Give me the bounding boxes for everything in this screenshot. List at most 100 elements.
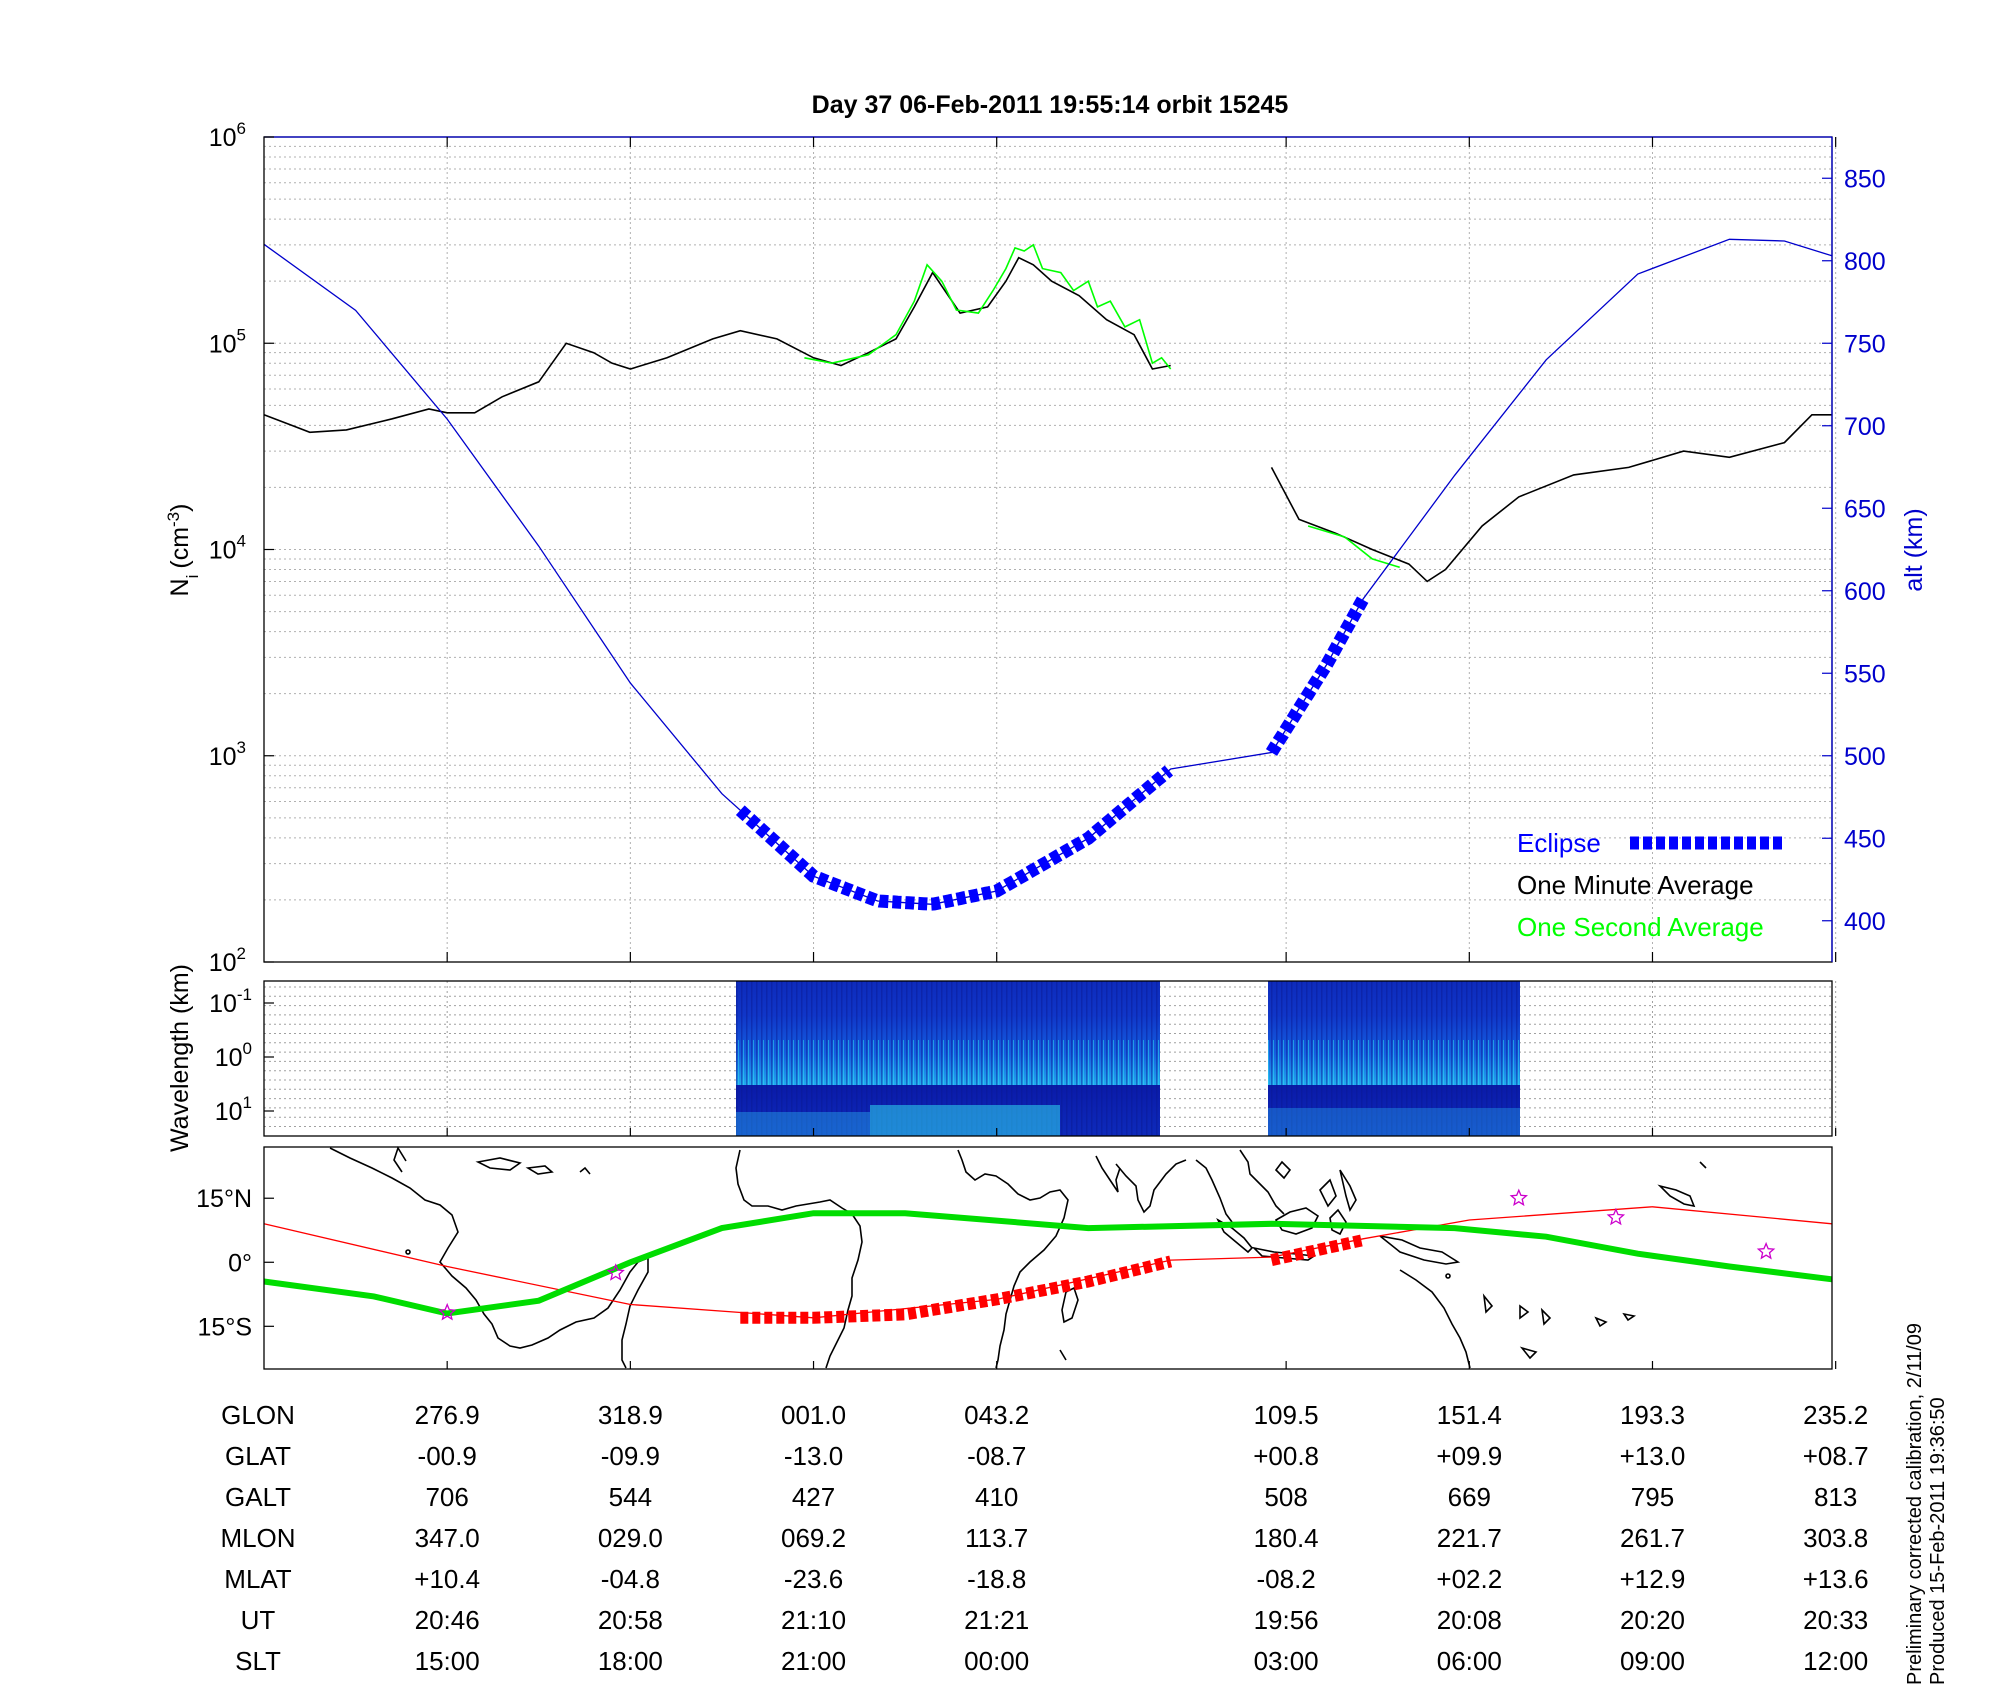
table-cell: 261.7 [1620, 1523, 1685, 1553]
table-cell: -09.9 [601, 1441, 660, 1471]
one-second-line [804, 243, 1172, 370]
density-grid [264, 137, 1837, 963]
map-tick-label: 15°N [196, 1185, 252, 1213]
table-cell: 235.2 [1803, 1400, 1868, 1430]
table-cell: 19:56 [1254, 1605, 1319, 1635]
spec-tick-label: 101 [215, 1093, 252, 1126]
table-cell: 12:00 [1803, 1646, 1868, 1676]
table-cell: -08.7 [967, 1441, 1026, 1471]
map-y-ticks: 15°N 0° 15°S [196, 1185, 1837, 1369]
table-cell: 069.2 [781, 1523, 846, 1553]
one-second-line [1307, 525, 1400, 569]
star-marker [1756, 1241, 1776, 1260]
table-cell: 347.0 [415, 1523, 480, 1553]
legend-one-second: One Second Average [1517, 912, 1764, 942]
coastlines [329, 1146, 1707, 1369]
one-minute-line [1270, 413, 1832, 583]
y2-tick-label: 600 [1844, 578, 1886, 606]
table-cell: 706 [425, 1482, 468, 1512]
eclipse-track [1270, 1234, 1365, 1266]
table-cell: 20:58 [598, 1605, 663, 1635]
y-tick-label: 105 [209, 325, 246, 358]
table-row-label: UT [241, 1605, 276, 1635]
table-cell: -08.2 [1256, 1564, 1315, 1594]
y-tick-label: 102 [209, 944, 246, 977]
table-cell: +10.4 [414, 1564, 480, 1594]
table-cell: +09.9 [1436, 1441, 1502, 1471]
star-marker [606, 1263, 625, 1281]
table-cell: 180.4 [1254, 1523, 1319, 1553]
y2-tick-label: 750 [1844, 330, 1886, 358]
y2-tick-label: 850 [1844, 165, 1886, 193]
table-cell: 21:10 [781, 1605, 846, 1635]
ephemeris-table: GLON 276.9 318.9 001.0 043.2 109.5 151.4 193.3 2… [220, 1400, 1868, 1676]
density-plot [263, 238, 1833, 911]
y2-tick-label: 550 [1844, 660, 1886, 688]
orbit-track-line [263, 1206, 1833, 1319]
table-cell: 03:00 [1254, 1646, 1319, 1676]
altitude-line [263, 238, 1833, 905]
table-cell: 221.7 [1437, 1523, 1502, 1553]
table-cell: 06:00 [1437, 1646, 1502, 1676]
table-cell: 544 [609, 1482, 652, 1512]
table-cell: -23.6 [784, 1564, 843, 1594]
legend-one-minute: One Minute Average [1517, 870, 1754, 900]
spec-tick-label: 10-1 [209, 985, 252, 1018]
map-panel: 15°N 0° 15°S [196, 1146, 1837, 1370]
y2-tick-label: 700 [1844, 413, 1886, 441]
table-cell: 151.4 [1437, 1400, 1502, 1430]
map-axes-frame [263, 1146, 1833, 1370]
table-cell: 113.7 [965, 1523, 1028, 1553]
table-cell: +02.2 [1436, 1564, 1502, 1594]
y2-tick-label: 650 [1844, 495, 1886, 523]
table-row-label: MLAT [224, 1564, 292, 1594]
spectrogram-cyan-2 [736, 1112, 870, 1136]
table-cell: 21:00 [781, 1646, 846, 1676]
spectrogram-y-label: Wavelength (km) [166, 964, 194, 1152]
table-cell: 18:00 [598, 1646, 663, 1676]
table-cell: +12.9 [1620, 1564, 1686, 1594]
table-cell: +00.8 [1253, 1441, 1319, 1471]
spectrogram-axes-frame [263, 980, 1833, 1137]
spectrogram-cyan-1 [870, 1105, 1060, 1136]
spectrogram-cyan-3 [1268, 1108, 1520, 1136]
table-cell: 20:46 [415, 1605, 480, 1635]
table-cell: 669 [1448, 1482, 1491, 1512]
altitude-y-label: alt (km) [1900, 508, 1928, 591]
table-cell: 15:00 [415, 1646, 480, 1676]
y2-tick-label: 800 [1844, 248, 1886, 276]
table-cell: 043.2 [964, 1400, 1029, 1430]
y2-tick-label: 450 [1844, 825, 1886, 853]
table-row-label: GALT [225, 1482, 291, 1512]
table-cell: +13.6 [1803, 1564, 1869, 1594]
eclipse-track [740, 1255, 1173, 1324]
y2-tick-label: 400 [1844, 908, 1886, 936]
chart-title: Day 37 06-Feb-2011 19:55:14 orbit 15245 [812, 91, 1289, 119]
table-cell: 001.0 [781, 1400, 846, 1430]
table-cell: -18.8 [967, 1564, 1026, 1594]
spectrogram-block-2 [1268, 981, 1520, 1136]
y-tick-label: 103 [209, 738, 246, 771]
table-cell: 813 [1814, 1482, 1857, 1512]
table-cell: -04.8 [601, 1564, 660, 1594]
table-cell: 303.8 [1803, 1523, 1868, 1553]
spec-tick-label: 100 [215, 1039, 252, 1072]
one-minute-line [263, 256, 1171, 434]
density-y-ticks: 102 103 104 105 106 [209, 119, 1837, 977]
table-cell: 318.9 [598, 1400, 663, 1430]
eclipse-segment [735, 765, 1174, 911]
table-cell: +13.0 [1620, 1441, 1686, 1471]
table-cell: 21:21 [964, 1605, 1029, 1635]
table-row-label: GLON [221, 1400, 295, 1430]
table-cell: +08.7 [1803, 1441, 1869, 1471]
spectrogram-y-ticks: 10-1 100 101 [209, 985, 1837, 1136]
star-marker [438, 1302, 457, 1321]
footnote-produced: Produced 15-Feb-2011 19:36:50 [1927, 1397, 1949, 1685]
table-cell: -13.0 [784, 1441, 843, 1471]
map-tick-label: 0° [228, 1249, 252, 1277]
table-cell: 029.0 [598, 1523, 663, 1553]
map-tick-label: 15°S [198, 1313, 252, 1341]
table-row-label: MLON [220, 1523, 295, 1553]
table-cell: 410 [975, 1482, 1018, 1512]
